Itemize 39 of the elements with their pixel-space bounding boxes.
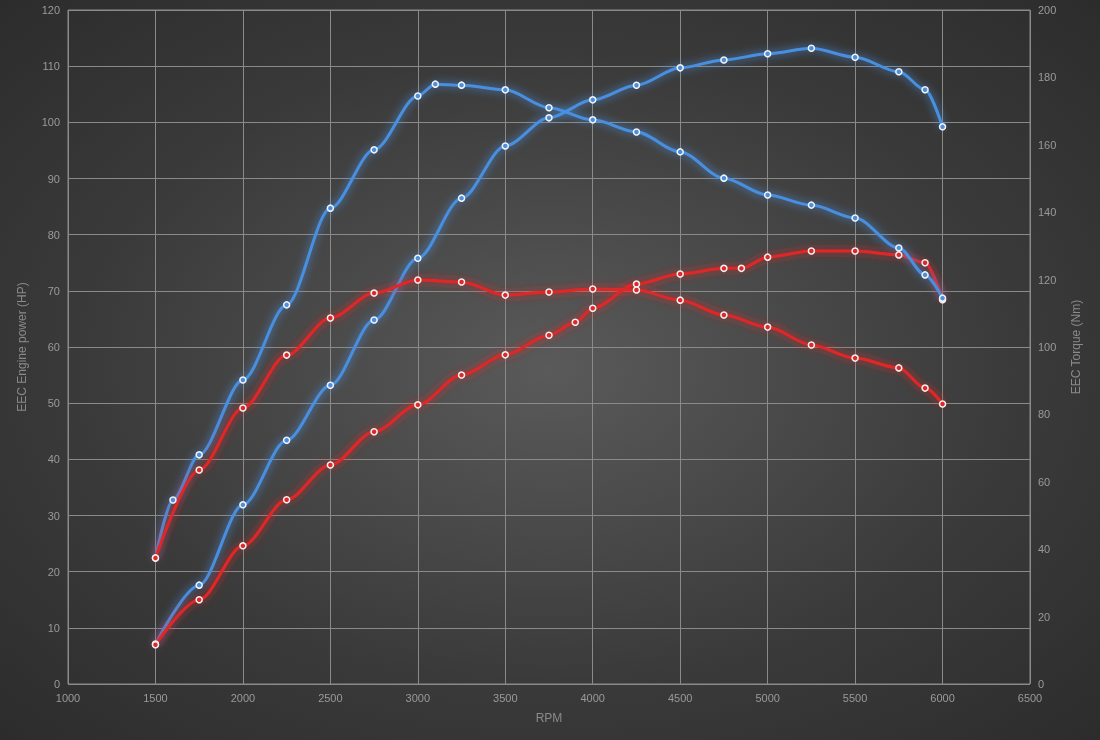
y-tick-label: 30: [47, 509, 60, 522]
y2-tick-label: 140: [1038, 206, 1057, 219]
x-tick-label: 4500: [667, 691, 693, 704]
x-tick-label: 3500: [493, 691, 518, 704]
x-tick-label: 5500: [842, 691, 868, 704]
y2-tick-label: 100: [1038, 341, 1057, 353]
y-tick-label: 20: [47, 565, 60, 578]
y-axis-title: EEC Engine power (HP): [15, 282, 29, 412]
y-tick-label: 50: [47, 397, 60, 410]
y2-tick-label: 20: [1038, 610, 1051, 623]
y2-axis-title: EEC Torque (Nm): [1069, 299, 1083, 395]
x-axis-title: RPM: [535, 711, 563, 725]
y-tick-label: 10: [47, 621, 60, 634]
y2-tick-label: 80: [1038, 408, 1051, 421]
y-tick-label: 60: [47, 341, 60, 353]
x-tick-label: 1500: [143, 691, 168, 704]
y-tick-label: 0: [53, 678, 60, 690]
y-tick-label: 110: [42, 60, 60, 73]
y2-tick-label: 0: [1038, 678, 1045, 690]
x-tick-label: 2500: [318, 691, 343, 704]
y2-tick-label: 120: [1038, 273, 1057, 286]
x-tick-label: 2000: [230, 691, 256, 704]
y2-tick-label: 60: [1038, 475, 1051, 488]
y-tick-label: 100: [41, 116, 60, 129]
y2-tick-label: 40: [1038, 543, 1051, 556]
y-tick-label: 120: [41, 4, 60, 16]
y-tick-label: 70: [47, 284, 60, 297]
y-tick-label: 80: [47, 228, 60, 241]
y2-tick-label: 160: [1038, 138, 1057, 151]
x-tick-label: 3000: [405, 691, 431, 704]
x-tick-label: 6000: [930, 691, 955, 704]
y-tick-label: 40: [47, 453, 60, 466]
x-tick-label: 6500: [1017, 691, 1043, 704]
x-tick-label: 1000: [55, 691, 81, 704]
y2-tick-label: 200: [1038, 4, 1057, 16]
x-tick-label: 4000: [580, 691, 605, 704]
y2-tick-label: 180: [1038, 71, 1057, 84]
y-tick-label: 90: [47, 172, 60, 185]
x-tick-label: 5000: [755, 691, 780, 704]
